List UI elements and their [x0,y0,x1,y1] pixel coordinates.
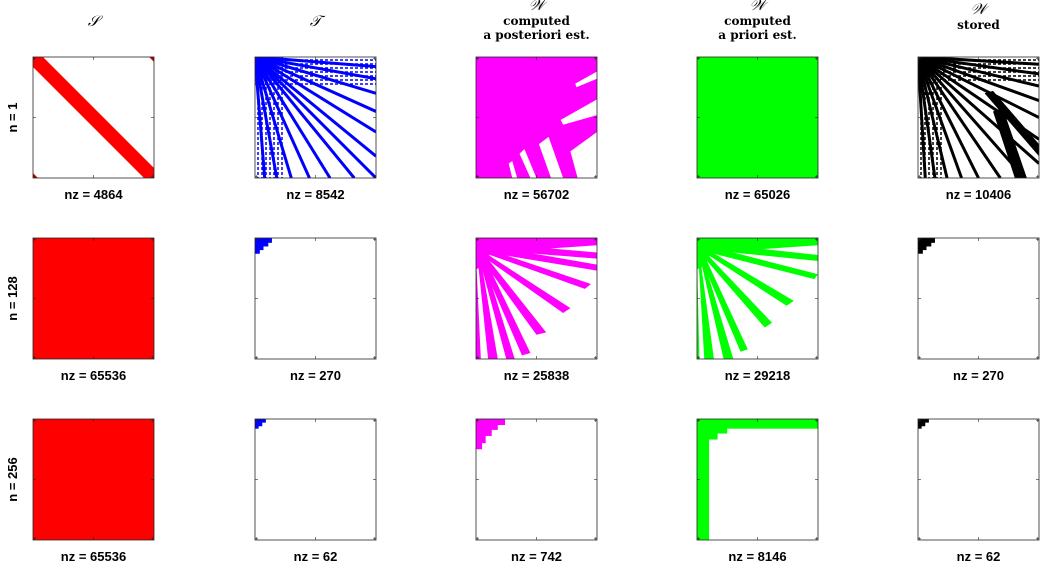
column-symbol: 𝒲 [750,0,769,14]
sparsity-pattern [33,57,154,178]
nz-count-label: nz = 65026 [725,187,790,202]
nz-count-label: nz = 270 [953,368,1004,383]
sparsity-pattern [33,238,154,359]
sparsity-panel: nz = 65026 [696,56,819,202]
sparsity-panel: nz = 62 [917,418,1040,564]
sparsity-panel: nz = 270 [254,237,377,383]
sparsity-pattern [918,238,935,254]
sparsity-panel: nz = 270 [917,237,1040,383]
row-label: n = 1 [5,103,20,133]
nz-count-label: nz = 62 [294,549,338,564]
row-label: n = 256 [5,457,20,501]
sparsity-pattern [918,57,1039,178]
nz-count-label: nz = 8146 [728,549,786,564]
column-symbol: 𝒲 [971,0,990,18]
sparsity-pattern [476,419,506,450]
sparsity-panel: nz = 65536 [32,418,155,564]
sparsity-pattern [697,57,818,178]
sparsity-panel: nz = 25838 [475,237,598,383]
sparsity-pattern [33,419,154,540]
nz-count-label: nz = 742 [511,549,562,564]
sparsity-panel: nz = 65536 [32,237,155,383]
nz-count-label: nz = 62 [957,549,1001,564]
sparsity-pattern [255,57,376,178]
nz-count-label: nz = 10406 [946,187,1011,202]
nz-count-label: nz = 29218 [725,368,790,383]
sparsity-pattern [697,238,818,359]
column-subtitle: computed [503,14,570,28]
sparsity-panel: nz = 10406 [917,56,1040,202]
nz-count-label: nz = 65536 [61,368,126,383]
column-symbol: 𝒯 [310,12,326,30]
nz-count-label: nz = 270 [290,368,341,383]
column-subtitle: a posteriori est. [483,28,589,42]
nz-count-label: nz = 65536 [61,549,126,564]
nz-count-label: nz = 56702 [504,187,569,202]
nz-count-label: nz = 4864 [64,187,123,202]
sparsity-panel: nz = 29218 [696,237,819,383]
nz-count-label: nz = 25838 [504,368,569,383]
sparsity-pattern [255,238,272,254]
sparsity-pattern [918,419,929,429]
sparsity-panel: nz = 4864 [32,56,155,202]
column-subtitle: a priori est. [718,28,796,42]
nz-count-label: nz = 8542 [286,187,344,202]
sparsity-pattern [697,419,818,540]
sparsity-pattern [476,238,597,359]
sparsity-panel: nz = 56702 [475,56,598,202]
column-subtitle: computed [724,14,791,28]
column-symbol: 𝒲 [529,0,548,14]
sparsity-panel: nz = 8542 [254,56,377,202]
column-subtitle: stored [957,18,1000,32]
sparsity-panel: nz = 62 [254,418,377,564]
row-label: n = 128 [5,276,20,320]
sparsity-panel: nz = 8146 [696,418,819,564]
column-symbol: 𝒮 [88,12,104,30]
sparsity-panel: nz = 742 [475,418,598,564]
sparsity-pattern [476,57,597,178]
sparsity-pattern [255,419,266,429]
